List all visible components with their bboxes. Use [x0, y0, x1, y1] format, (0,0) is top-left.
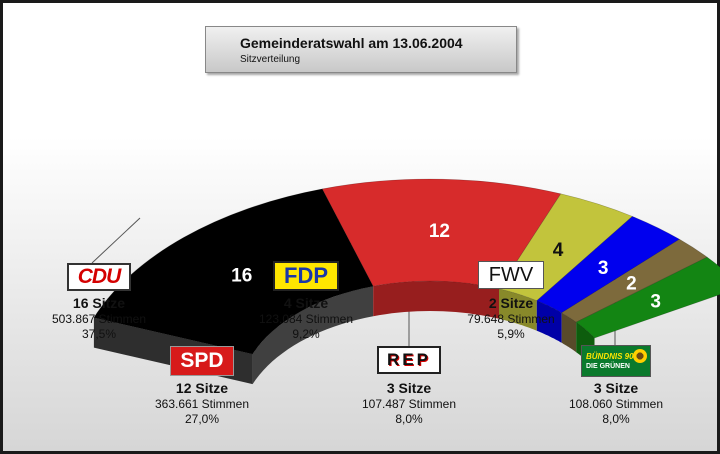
party-percent: 5,9% — [497, 327, 525, 341]
sunflower-icon — [633, 349, 647, 363]
chart-subtitle: Sitzverteilung — [240, 54, 301, 65]
segment-side-fwv — [561, 312, 577, 353]
party-votes: 503.867 Stimmen — [51, 312, 147, 326]
segment-label-cdu: 16 — [231, 266, 252, 287]
party-seats: 4 Sitze — [283, 295, 329, 311]
party-info-spd: 12 Sitze 363.661 Stimmen 27,0% — [117, 380, 287, 427]
segment-label-gruene: 3 — [650, 292, 661, 313]
party-seats: 3 Sitze — [593, 380, 639, 396]
segment-label-fwv: 2 — [626, 274, 637, 295]
fdp-logo: FDP — [273, 261, 339, 291]
party-votes: 123.084 Stimmen — [258, 312, 354, 326]
party-percent: 8,0% — [395, 412, 423, 426]
party-seats: 2 Sitze — [488, 295, 534, 311]
party-percent: 27,0% — [184, 412, 220, 426]
party-info-rep: 3 Sitze 107.487 Stimmen 8,0% — [324, 380, 494, 427]
segment-cdu — [93, 188, 374, 355]
party-votes: 108.060 Stimmen — [568, 397, 664, 411]
party-percent: 37,5% — [81, 327, 117, 341]
party-votes: 363.661 Stimmen — [154, 397, 250, 411]
gruene-logo: BÜNDNIS 90 DIE GRÜNEN — [581, 345, 651, 377]
segment-side-spd — [373, 281, 499, 319]
segment-label-rep: 3 — [598, 258, 609, 279]
segment-label-spd: 12 — [429, 221, 450, 242]
party-info-cdu: 16 Sitze 503.867 Stimmen 37,5% — [14, 295, 184, 342]
party-seats: 12 Sitze — [175, 380, 229, 396]
party-votes: 107.487 Stimmen — [361, 397, 457, 411]
spd-logo: SPD — [170, 346, 234, 376]
chart-title: Gemeinderatswahl am 13.06.2004 — [240, 35, 463, 51]
cdu-logo: CDU — [67, 263, 131, 291]
leader-line-cdu — [91, 217, 141, 264]
rep-logo: REP — [377, 346, 441, 374]
party-info-fdp: 4 Sitze 123.084 Stimmen 9,2% — [221, 295, 391, 342]
party-percent: 8,0% — [602, 412, 630, 426]
segment-side-rep — [536, 300, 562, 343]
party-votes: 79.648 Stimmen — [467, 312, 555, 326]
party-percent: 9,2% — [292, 327, 320, 341]
fwv-logo: FWV — [478, 261, 544, 289]
title-box: Gemeinderatswahl am 13.06.2004 Sitzverte… — [205, 26, 517, 73]
segment-side-cdu — [252, 286, 374, 385]
segment-side-fdp — [499, 288, 537, 331]
party-seats: 3 Sitze — [386, 380, 432, 396]
segment-label-fdp: 4 — [553, 240, 564, 261]
party-info-fwv: 2 Sitze 79.648 Stimmen 5,9% — [426, 295, 596, 342]
party-seats: 16 Sitze — [72, 295, 126, 311]
party-info-gruene: 3 Sitze 108.060 Stimmen 8,0% — [531, 380, 701, 427]
